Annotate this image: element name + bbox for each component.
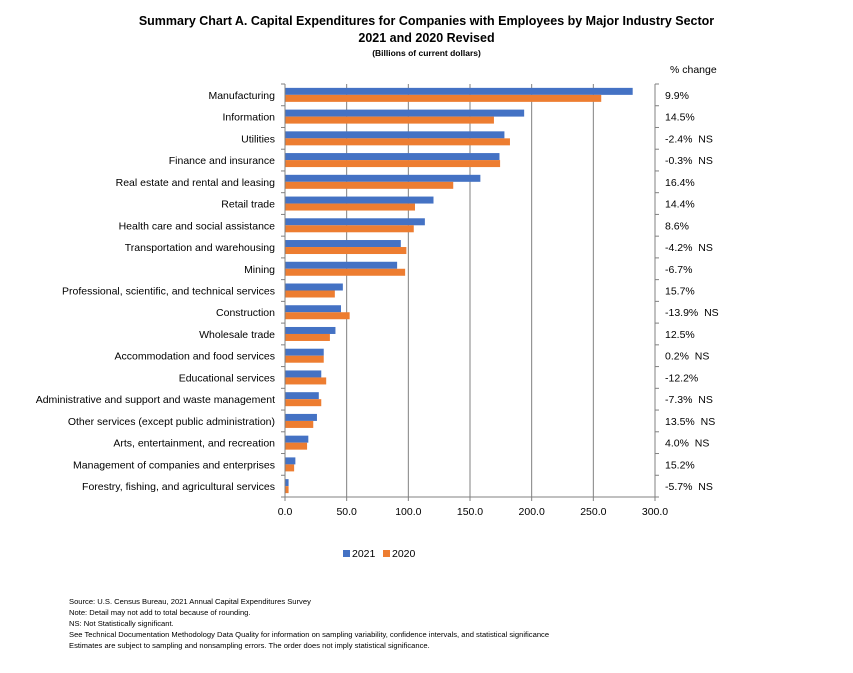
category-label: Professional, scientific, and technical … xyxy=(62,286,275,298)
percent-change-label: -2.4% NS xyxy=(665,133,713,145)
bar-2020 xyxy=(285,399,322,407)
bar-2021 xyxy=(285,283,343,291)
x-tick-label: 100.0 xyxy=(395,506,421,518)
bar-2021 xyxy=(285,370,322,378)
percent-change-label: 8.6% xyxy=(665,220,689,232)
percent-change-label: 15.2% xyxy=(665,459,695,471)
category-label: Administrative and support and waste man… xyxy=(36,394,275,406)
bar-2020 xyxy=(285,181,454,189)
footnote-ns: NS: Not Statistically significant. xyxy=(69,619,174,628)
bar-2021 xyxy=(285,240,401,248)
category-label: Finance and insurance xyxy=(169,155,275,167)
bar-2021 xyxy=(285,413,317,421)
bar-2020 xyxy=(285,94,602,102)
category-label: Other services (except public administra… xyxy=(68,416,275,428)
footnote-errors: Estimates are subject to sampling and no… xyxy=(69,641,430,650)
x-tick-label: 300.0 xyxy=(642,506,668,518)
chart-subtitle: 2021 and 2020 Revised xyxy=(358,31,495,45)
percent-change-label: -0.3% NS xyxy=(665,155,713,167)
bar-2021 xyxy=(285,174,481,182)
chart-units: (Billions of current dollars) xyxy=(372,48,481,58)
x-tick-label: 50.0 xyxy=(336,506,357,518)
percent-change-label: 15.7% xyxy=(665,286,695,298)
bar-2021 xyxy=(285,109,525,117)
percent-change-label: 14.5% xyxy=(665,112,695,124)
bar-2021 xyxy=(285,153,500,161)
bar-2020 xyxy=(285,268,406,276)
bar-chart: % change 0.0 50.0 100.0 150.0 200.0 250.0 300.… xyxy=(36,64,719,560)
category-label: Retail trade xyxy=(221,199,275,211)
percent-change-label: -12.2% xyxy=(665,372,698,384)
category-label: Forestry, fishing, and agricultural serv… xyxy=(82,481,275,493)
bar-2021 xyxy=(285,305,341,313)
category-label: Accommodation and food services xyxy=(115,351,276,363)
percent-change-label: 0.2% NS xyxy=(665,351,709,363)
category-label: Wholesale trade xyxy=(199,329,275,341)
bar-2020 xyxy=(285,247,407,255)
bar-2020 xyxy=(285,138,510,146)
category-label: Mining xyxy=(244,264,275,276)
footnote-source: Source: U.S. Census Bureau, 2021 Annual … xyxy=(69,597,311,606)
bar-2021 xyxy=(285,392,319,400)
x-tick-label: 0.0 xyxy=(278,506,293,518)
category-label: Transportation and warehousing xyxy=(125,242,275,254)
x-tick-label: 250.0 xyxy=(580,506,606,518)
bar-2020 xyxy=(285,420,314,428)
category-label: Management of companies and enterprises xyxy=(73,459,275,471)
legend-swatch-2021 xyxy=(343,550,350,557)
category-label: Construction xyxy=(216,307,275,319)
bar-2020 xyxy=(285,355,324,363)
footnotes: Source: U.S. Census Bureau, 2021 Annual … xyxy=(69,596,549,651)
legend-label-2020: 2020 xyxy=(392,548,416,560)
bar-2021 xyxy=(285,131,505,139)
bar-2021 xyxy=(285,87,633,95)
category-label: Manufacturing xyxy=(208,90,275,102)
percent-change-label: 12.5% xyxy=(665,329,695,341)
legend-label-2021: 2021 xyxy=(352,548,376,560)
bar-2021 xyxy=(285,196,434,204)
bar-2020 xyxy=(285,116,494,124)
bar-2020 xyxy=(285,290,335,298)
percent-change-label: -13.9% NS xyxy=(665,307,719,319)
bar-2021 xyxy=(285,479,289,487)
percent-change-label: -7.3% NS xyxy=(665,394,713,406)
bar-2020 xyxy=(285,464,295,472)
category-label: Educational services xyxy=(179,372,275,384)
bar-2020 xyxy=(285,333,330,341)
bar-2020 xyxy=(285,442,308,450)
bar-2020 xyxy=(285,225,414,233)
bar-2021 xyxy=(285,261,398,269)
bar-2020 xyxy=(285,160,501,168)
bar-2020 xyxy=(285,486,289,494)
category-label: Information xyxy=(222,112,275,124)
category-label: Health care and social assistance xyxy=(119,220,276,232)
percent-change-label: -4.2% NS xyxy=(665,242,713,254)
bar-2021 xyxy=(285,435,309,443)
percent-change-label: 4.0% NS xyxy=(665,438,709,450)
footnote-methodology: See Technical Documentation Methodology … xyxy=(69,630,550,639)
percent-change-header: % change xyxy=(670,64,717,76)
percent-change-label: 16.4% xyxy=(665,177,695,189)
x-tick-label: 150.0 xyxy=(457,506,483,518)
category-label: Arts, entertainment, and recreation xyxy=(113,438,275,450)
bar-2021 xyxy=(285,457,296,465)
category-label: Real estate and rental and leasing xyxy=(116,177,276,189)
percent-change-label: -6.7% xyxy=(665,264,692,276)
bar-2020 xyxy=(285,203,415,211)
percent-change-label: 14.4% xyxy=(665,199,695,211)
x-tick-label: 200.0 xyxy=(519,506,545,518)
bar-2021 xyxy=(285,326,336,334)
percent-change-label: 13.5% NS xyxy=(665,416,715,428)
chart-title: Summary Chart A. Capital Expenditures fo… xyxy=(138,14,715,28)
percent-change-label: 9.9% xyxy=(665,90,689,102)
percent-change-label: -5.7% NS xyxy=(665,481,713,493)
legend-swatch-2020 xyxy=(383,550,390,557)
category-label: Utilities xyxy=(241,133,275,145)
bar-2021 xyxy=(285,348,324,356)
bar-2020 xyxy=(285,377,327,385)
footnote-rounding: Note: Detail may not add to total becaus… xyxy=(69,608,251,617)
bar-2021 xyxy=(285,218,425,226)
bar-2020 xyxy=(285,312,350,320)
